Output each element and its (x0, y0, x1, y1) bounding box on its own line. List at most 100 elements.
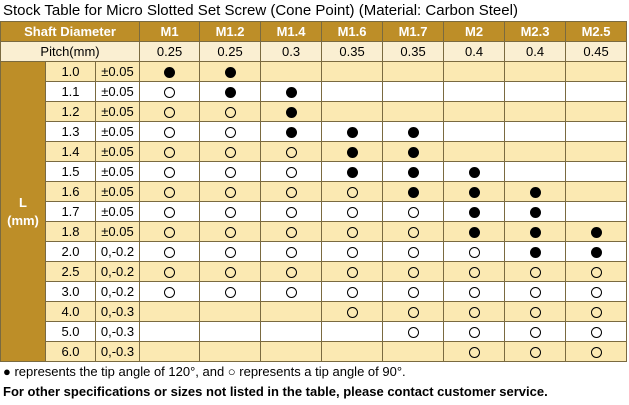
stock-cell (139, 221, 201, 242)
table-row: 5.0 0,-0.3 (1, 321, 628, 342)
stock-cell (504, 321, 567, 342)
open-circle-icon (224, 286, 236, 298)
stock-cell (199, 221, 262, 242)
open-circle-icon (224, 226, 236, 238)
stock-cell (382, 81, 445, 102)
stock-cell (139, 261, 201, 282)
stock-cell (139, 121, 201, 142)
pitch-row: Pitch(mm) 0.25 0.25 0.3 0.35 0.35 0.4 0.… (0, 41, 628, 62)
stock-cell (504, 221, 567, 242)
tolerance-value: 0,-0.3 (94, 301, 141, 322)
stock-cell (565, 61, 628, 82)
stock-cell (504, 81, 567, 102)
table-row: 1.1 ±0.05 (1, 81, 628, 102)
stock-cell (139, 181, 201, 202)
stock-cell (199, 61, 262, 82)
open-circle-icon (164, 146, 176, 158)
stock-cell (199, 241, 262, 262)
table-row: L (mm) 1.0 ±0.05 (0, 61, 628, 362)
stock-cell (382, 61, 445, 82)
page-title: Stock Table for Micro Slotted Set Screw … (3, 2, 518, 19)
length-axis-label-line2: (mm) (7, 212, 39, 228)
open-circle-icon (529, 306, 541, 318)
filled-circle-icon (529, 226, 541, 238)
pitch-value: 0.25 (139, 41, 201, 62)
stock-cell (443, 101, 506, 122)
tolerance-value: 0,-0.2 (94, 281, 141, 302)
stock-cell (443, 161, 506, 182)
length-value: 4.0 (45, 301, 96, 322)
stock-cell (443, 141, 506, 162)
open-circle-icon (224, 166, 236, 178)
open-circle-icon (164, 166, 176, 178)
filled-circle-icon (529, 206, 541, 218)
open-circle-icon (590, 266, 602, 278)
open-circle-icon (224, 126, 236, 138)
tolerance-value: ±0.05 (94, 121, 141, 142)
filled-circle-icon (285, 86, 297, 98)
open-circle-icon (407, 286, 419, 298)
stock-cell (443, 281, 506, 302)
tolerance-value: ±0.05 (94, 81, 141, 102)
open-circle-icon (164, 226, 176, 238)
stock-cell (443, 181, 506, 202)
open-circle-icon (285, 186, 297, 198)
open-circle-icon (164, 266, 176, 278)
open-circle-icon (590, 346, 602, 358)
stock-cell (504, 61, 567, 82)
stock-cell (382, 261, 445, 282)
length-value: 1.5 (45, 161, 96, 182)
table-row: 1.2 ±0.05 (1, 101, 628, 122)
stock-cell (321, 321, 384, 342)
stock-cell (260, 321, 323, 342)
filled-circle-icon (224, 86, 236, 98)
stock-cell (139, 281, 201, 302)
stock-cell (199, 161, 262, 182)
open-circle-icon (407, 206, 419, 218)
stock-cell (321, 101, 384, 122)
stock-cell (565, 101, 628, 122)
open-circle-icon (346, 266, 358, 278)
stock-cell (382, 321, 445, 342)
filled-circle-icon (468, 226, 480, 238)
open-circle-icon (590, 306, 602, 318)
open-circle-icon (346, 226, 358, 238)
stock-cell (504, 101, 567, 122)
table-row: 1.3 ±0.05 (1, 121, 628, 142)
stock-cell (260, 221, 323, 242)
tolerance-value: ±0.05 (94, 181, 141, 202)
open-circle-icon (346, 186, 358, 198)
stock-cell (321, 161, 384, 182)
stock-cell (139, 161, 201, 182)
open-circle-icon (468, 306, 480, 318)
filled-circle-icon (407, 126, 419, 138)
open-circle-icon (529, 346, 541, 358)
table-row: 1.5 ±0.05 (1, 161, 628, 182)
stock-cell (321, 141, 384, 162)
stock-cell (260, 81, 323, 102)
stock-cell (565, 321, 628, 342)
stock-cell (139, 321, 201, 342)
stock-cell (260, 281, 323, 302)
length-value: 1.4 (45, 141, 96, 162)
tolerance-value: 0,-0.2 (94, 261, 141, 282)
stock-cell (321, 281, 384, 302)
stock-cell (504, 121, 567, 142)
stock-cell (565, 201, 628, 222)
stock-cell (504, 341, 567, 362)
stock-cell (504, 241, 567, 262)
shaft-diameter-header: Shaft Diameter (0, 21, 141, 42)
open-circle-icon (468, 266, 480, 278)
filled-circle-icon (529, 246, 541, 258)
stock-cell (321, 81, 384, 102)
length-value: 1.7 (45, 201, 96, 222)
filled-circle-icon (468, 166, 480, 178)
open-circle-icon (285, 146, 297, 158)
stock-cell (139, 81, 201, 102)
length-value: 5.0 (45, 321, 96, 342)
stock-cell (382, 161, 445, 182)
open-circle-icon (407, 326, 419, 338)
open-circle-icon (164, 86, 176, 98)
open-circle-icon (224, 106, 236, 118)
stock-cell (504, 261, 567, 282)
